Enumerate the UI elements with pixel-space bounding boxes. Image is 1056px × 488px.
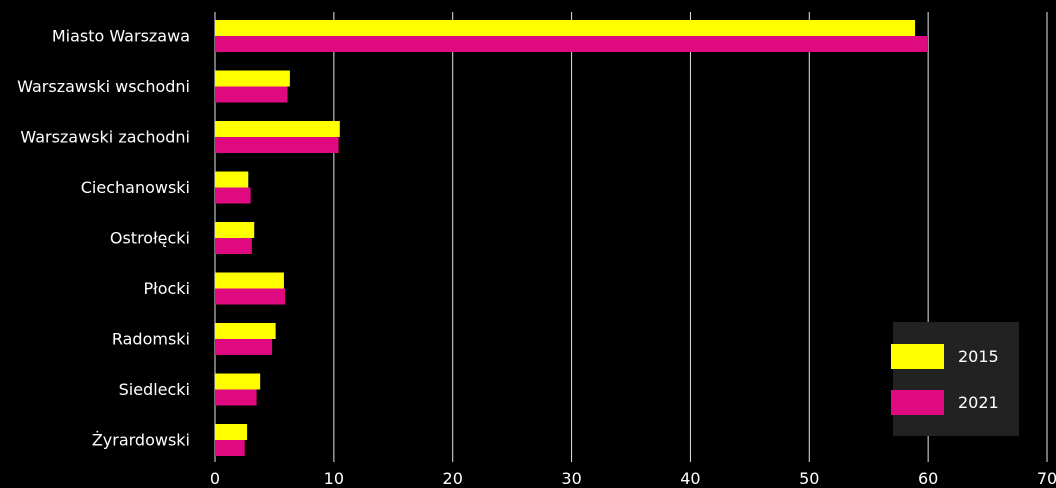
bar-2015: [215, 323, 276, 339]
x-axis-tick-labels: 0 10 20 30 40 50 60 70: [210, 469, 1056, 488]
bar-2021: [215, 137, 339, 153]
bar-2021: [215, 339, 273, 355]
bar-2015: [215, 20, 916, 36]
x-tick-label: 40: [680, 469, 700, 488]
legend: 2015 2021: [891, 322, 1019, 436]
category-label: Warszawski zachodni: [20, 128, 190, 147]
bar-2015: [215, 424, 248, 440]
bar-2015: [215, 222, 255, 238]
bars: [215, 20, 927, 456]
legend-background: [893, 322, 1019, 436]
bar-2021: [215, 187, 251, 204]
x-tick-label: 30: [561, 469, 581, 488]
legend-label: 2015: [958, 347, 999, 366]
bar-2015: [215, 171, 249, 188]
bar-2021: [215, 36, 927, 52]
x-tick-label: 70: [1037, 469, 1056, 488]
bar-2021: [215, 389, 257, 406]
gridlines: [214, 12, 1048, 462]
bar-2015: [215, 272, 284, 289]
x-tick-label: 20: [443, 469, 463, 488]
legend-swatch-2015: [891, 344, 944, 369]
bar-2021: [215, 288, 286, 305]
category-label: Warszawski wschodni: [17, 77, 190, 96]
category-label: Żyrardowski: [92, 431, 190, 450]
category-label: Miasto Warszawa: [52, 27, 190, 46]
category-label: Płocki: [144, 279, 191, 298]
category-labels: Miasto Warszawa Warszawski wschodni Warsza…: [17, 27, 190, 450]
bar-2015: [215, 70, 290, 87]
x-tick-label: 10: [324, 469, 344, 488]
x-tick-label: 50: [799, 469, 819, 488]
x-tick-label: 60: [918, 469, 938, 488]
category-label: Ciechanowski: [81, 178, 190, 197]
bar-2015: [215, 121, 340, 137]
category-label: Radomski: [112, 330, 190, 349]
category-label: Ostrołęcki: [110, 229, 190, 248]
bar-2015: [215, 373, 261, 390]
x-tick-label: 0: [210, 469, 220, 488]
bar-2021: [215, 86, 288, 103]
legend-label: 2021: [958, 393, 999, 412]
legend-swatch-2021: [891, 390, 944, 415]
bar-2021: [215, 238, 252, 254]
category-label: Siedlecki: [119, 380, 190, 399]
bar-2021: [215, 440, 245, 456]
